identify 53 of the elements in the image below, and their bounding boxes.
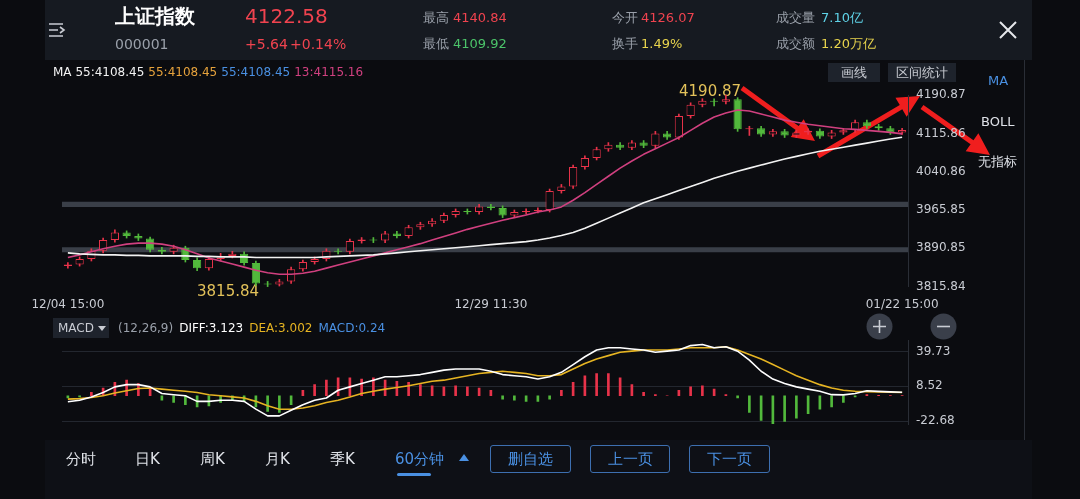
text: 画线 bbox=[828, 63, 880, 82]
text: 1.49% bbox=[641, 36, 683, 51]
y-tick-label: 3965.85 bbox=[916, 202, 966, 217]
text: 季K bbox=[330, 450, 355, 468]
text: MACD bbox=[58, 321, 94, 335]
y-tick-label: 8.52 bbox=[916, 378, 943, 393]
text: MA 55:4108.45 bbox=[53, 65, 145, 79]
y-tick-label: 4040.86 bbox=[916, 163, 966, 178]
y-tick-label: 39.73 bbox=[916, 343, 951, 358]
text: DEA:3.002 bbox=[249, 321, 313, 335]
text: (12,26,9) bbox=[118, 321, 174, 335]
text: 13:4115.16 bbox=[294, 65, 364, 79]
text: 无指标 bbox=[978, 154, 1017, 169]
text: +5.64 bbox=[245, 36, 288, 52]
y-tick-label: 3890.85 bbox=[916, 240, 966, 255]
text: DIFF:3.123 bbox=[179, 321, 244, 335]
text: 成交额 bbox=[776, 36, 815, 51]
y-tick-label: -22.68 bbox=[916, 413, 955, 428]
y-tick-label: 3815.84 bbox=[916, 278, 966, 293]
text: 4126.07 bbox=[641, 10, 695, 25]
annotation: 3815.84 bbox=[197, 282, 260, 300]
text: 上一页 bbox=[590, 445, 670, 473]
text: 55:4108.45 bbox=[221, 65, 291, 79]
text: 上证指数 bbox=[115, 4, 195, 28]
x-tick-label: 12/04 15:00 bbox=[31, 296, 105, 311]
text: 7.10亿 bbox=[821, 10, 863, 25]
text: 删自选 bbox=[490, 445, 571, 473]
text: 4122.58 bbox=[245, 4, 328, 28]
text: 60分钟 bbox=[395, 450, 445, 468]
text: 下一页 bbox=[689, 445, 770, 473]
x-tick-label: 01/22 15:00 bbox=[865, 296, 939, 311]
text: +0.14% bbox=[290, 36, 347, 52]
x-tick-label: 12/29 11:30 bbox=[454, 296, 528, 311]
text: 4140.84 bbox=[453, 10, 507, 25]
text: 55:4108.45 bbox=[148, 65, 218, 79]
text: MA bbox=[988, 73, 1009, 88]
text: MACD:0.24 bbox=[318, 321, 386, 335]
annotation: 4190.87 bbox=[679, 82, 742, 100]
y-tick-label: 4190.87 bbox=[916, 87, 966, 102]
text: 区间统计 bbox=[888, 63, 956, 82]
text: 最低 bbox=[423, 36, 449, 51]
text: 最高 bbox=[423, 10, 449, 25]
text: BOLL bbox=[981, 114, 1015, 129]
text: 分时 bbox=[66, 450, 96, 468]
text: 换手 bbox=[612, 36, 638, 51]
text: 000001 bbox=[115, 36, 169, 52]
text: 成交量 bbox=[776, 10, 815, 25]
text: 周K bbox=[200, 450, 225, 468]
text: 今开 bbox=[612, 10, 638, 25]
text: 4109.92 bbox=[453, 36, 507, 51]
text: 日K bbox=[135, 450, 160, 468]
text: 月K bbox=[265, 450, 290, 468]
text: 1.20万亿 bbox=[821, 36, 876, 51]
